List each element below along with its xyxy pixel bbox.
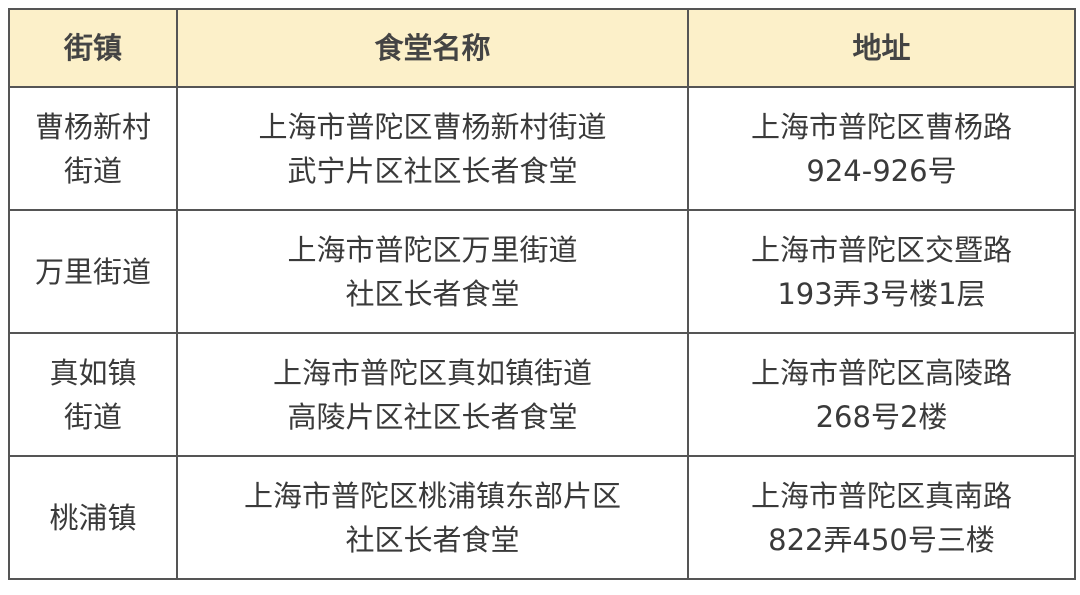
cell-address: 上海市普陀区交暨路 193弄3号楼1层: [687, 209, 1076, 334]
cell-text: 268号2楼: [815, 399, 948, 434]
cell-text: 真如镇: [49, 355, 137, 390]
cell-text: 193弄3号楼1层: [777, 276, 986, 311]
cell-text: 上海市普陀区交暨路: [750, 232, 1012, 267]
cell-name: 上海市普陀区桃浦镇东部片区 社区长者食堂: [176, 455, 689, 580]
cell-text: 曹杨新村: [34, 109, 151, 144]
table-row: 桃浦镇 上海市普陀区桃浦镇东部片区 社区长者食堂 上海市普陀区真南路 822弄450号三…: [8, 455, 1076, 580]
cell-text: 社区长者食堂: [345, 522, 520, 557]
canteen-table: 街镇 食堂名称 地址 曹杨新村 街道 上海市普陀区曹杨新村街道 武宁片区社区长者食堂上…: [8, 8, 1076, 580]
cell-address: 上海市普陀区真南路 822弄450号三楼: [687, 455, 1076, 580]
table-row: 曹杨新村 街道 上海市普陀区曹杨新村街道 武宁片区社区长者食堂 上海市普陀区曹杨路 924…: [8, 86, 1076, 211]
cell-text: 上海市普陀区真南路: [750, 478, 1012, 513]
cell-street: 真如镇 街道: [8, 332, 178, 457]
table-row: 真如镇 街道 上海市普陀区真如镇街道 高陵片区社区长者食堂 上海市普陀区高陵路 268号2…: [8, 332, 1076, 457]
table-row: 万里街道 上海市普陀区万里街道 社区长者食堂 上海市普陀区交暨路 193弄3号楼1层: [8, 209, 1076, 334]
cell-text: 武宁片区社区长者食堂: [287, 153, 578, 188]
cell-street: 万里街道: [8, 209, 178, 334]
cell-text: 上海市普陀区桃浦镇东部片区: [243, 478, 621, 513]
cell-text: 万里街道: [34, 254, 151, 289]
cell-text: 924-926号: [806, 153, 957, 188]
header-address: 地址: [687, 8, 1076, 88]
cell-name: 上海市普陀区真如镇街道 高陵片区社区长者食堂: [176, 332, 689, 457]
cell-text: 桃浦镇: [49, 500, 137, 535]
cell-text: 上海市普陀区曹杨路: [750, 109, 1012, 144]
cell-text: 高陵片区社区长者食堂: [287, 399, 578, 434]
cell-text: 上海市普陀区万里街道: [287, 232, 578, 267]
cell-text: 上海市普陀区曹杨新村街道: [258, 109, 607, 144]
cell-text: 上海市普陀区真如镇街道: [272, 355, 592, 390]
cell-name: 上海市普陀区万里街道 社区长者食堂: [176, 209, 689, 334]
cell-text: 社区长者食堂: [345, 276, 520, 311]
cell-address: 上海市普陀区曹杨路 924-926号: [687, 86, 1076, 211]
cell-text: 街道: [63, 399, 122, 434]
header-street: 街镇: [8, 8, 178, 88]
cell-street: 曹杨新村 街道: [8, 86, 178, 211]
cell-name: 上海市普陀区曹杨新村街道 武宁片区社区长者食堂: [176, 86, 689, 211]
cell-text: 街道: [63, 153, 122, 188]
header-canteen-name: 食堂名称: [176, 8, 689, 88]
cell-address: 上海市普陀区高陵路 268号2楼: [687, 332, 1076, 457]
cell-text: 822弄450号三楼: [768, 522, 995, 557]
cell-text: 上海市普陀区高陵路: [750, 355, 1012, 390]
cell-street: 桃浦镇: [8, 455, 178, 580]
header-row: 街镇 食堂名称 地址: [8, 8, 1076, 88]
